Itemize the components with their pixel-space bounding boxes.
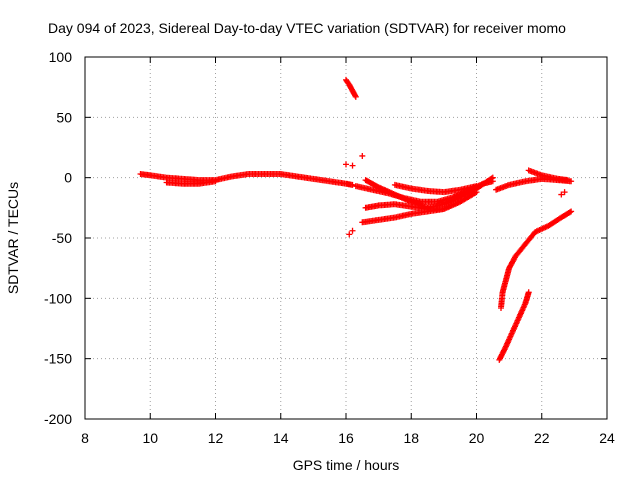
series-main-track [137,171,356,188]
data-point [343,76,352,87]
data-point [391,211,413,221]
x-tick-label: 12 [208,430,224,446]
data-point [489,174,496,181]
data-point [506,178,527,188]
chart-title: Day 094 of 2023, Sidereal Day-to-day VTE… [48,20,566,36]
data-point [545,215,563,229]
x-tick-label: 24 [599,430,615,446]
data-point [502,330,515,350]
data-point [359,152,366,159]
y-tick-label: -100 [44,290,72,306]
data-point [349,227,356,234]
data-point [457,183,478,193]
data-point [375,201,397,209]
data-point [538,172,560,182]
series-late-track-c [391,181,480,196]
x-tick-label: 10 [142,430,158,446]
data-point [499,278,509,296]
series-steep-line [496,289,532,363]
data-point [440,194,462,208]
data-point [391,181,413,192]
data-point [352,93,359,100]
data-point [561,189,568,196]
series-scattered [343,152,568,238]
x-tick-label: 14 [273,430,289,446]
data-point [375,214,397,223]
y-tick-label: 50 [56,109,72,125]
data-point [522,230,538,247]
data-point [391,191,413,205]
x-tick-label: 16 [338,430,354,446]
data-point [558,209,573,221]
x-axis-label: GPS time / hours [293,457,400,473]
data-point [473,189,480,196]
data-point [558,191,565,198]
data-point [564,177,571,184]
data-point [496,344,509,363]
data-point [359,217,381,226]
data-point [375,184,397,197]
series-low-band [359,206,447,226]
data-point [506,254,518,272]
data-point [362,202,381,211]
data-point [326,178,348,187]
data-point [147,172,169,181]
y-tick-label: -200 [44,411,72,427]
data-point [509,316,522,336]
data-point [343,161,349,168]
data-point [349,87,359,99]
data-point [498,290,506,311]
data-point [294,173,315,182]
data-point [457,186,479,200]
data-points [137,76,575,363]
data-point [512,242,528,260]
data-point [568,178,575,185]
series-end-branch [525,167,571,184]
y-tick-label: 100 [49,49,73,65]
data-point [346,231,353,238]
y-tick-label: 0 [64,170,72,186]
data-point [408,185,430,194]
data-point [349,181,356,188]
x-tick-label: 18 [403,430,419,446]
series-recovery-curve [498,208,575,311]
x-tick-label: 8 [81,430,89,446]
y-tick-label: -150 [44,351,72,367]
data-point [310,175,332,185]
data-point [212,178,219,185]
series-early-band [163,178,219,187]
data-point [440,206,447,213]
data-point [568,208,575,215]
data-point [515,301,528,321]
data-point [532,223,550,235]
x-tick-label: 22 [534,430,550,446]
data-point [434,194,456,205]
data-point [473,183,480,190]
x-tick-label: 20 [469,430,485,446]
y-tick-label: -50 [52,230,72,246]
grid-lines [85,57,607,419]
series-upper-segment [343,76,359,100]
data-point [362,177,381,190]
y-axis-label: SDTVAR / TECUs [5,182,21,294]
axis-ticks: 8 10 12 14 16 18 20 22 24 100 50 0 -50 -100 -150 -200 [44,49,615,446]
data-point [525,289,532,296]
data-point [457,190,479,205]
data-point [228,171,250,180]
data-point [493,182,511,193]
data-point [424,187,446,195]
data-point [349,162,356,169]
